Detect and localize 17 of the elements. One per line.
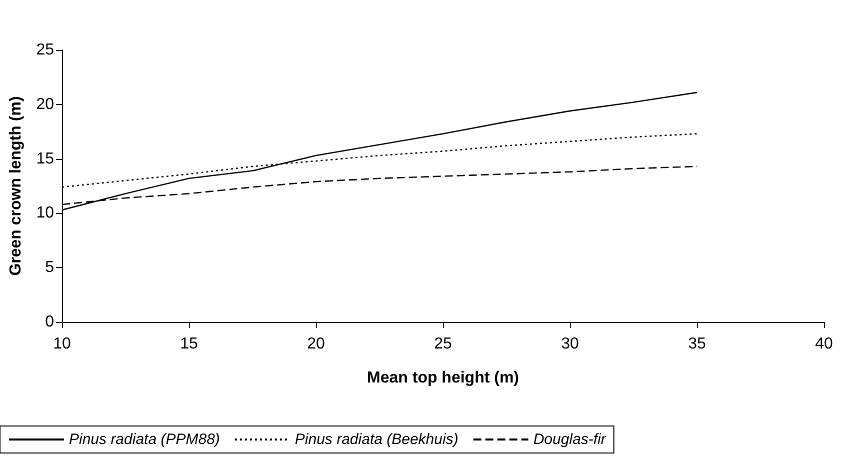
- x-tick-label: 35: [688, 336, 706, 352]
- legend-label: Pinus radiata (PPM88): [69, 431, 220, 448]
- x-tick-label: 15: [180, 336, 198, 352]
- x-tick-label: 25: [434, 336, 452, 352]
- legend-label: Douglas-fir: [533, 431, 607, 448]
- y-tick-label: 20: [36, 96, 54, 113]
- x-tick-label: 30: [561, 336, 579, 352]
- x-axis-title: Mean top height (m): [367, 370, 519, 386]
- x-tick-label: 20: [307, 336, 325, 352]
- y-tick-label: 15: [36, 150, 54, 168]
- y-tick-label: 5: [45, 259, 54, 276]
- legend-label: Pinus radiata (Beekhuis): [294, 431, 458, 448]
- x-tick-label: 40: [815, 336, 833, 352]
- y-tick-label: 10: [36, 204, 54, 222]
- y-tick-label: 0: [45, 314, 54, 330]
- y-tick-label: 25: [36, 42, 54, 58]
- y-axis-title: Green crown length (m): [8, 96, 24, 276]
